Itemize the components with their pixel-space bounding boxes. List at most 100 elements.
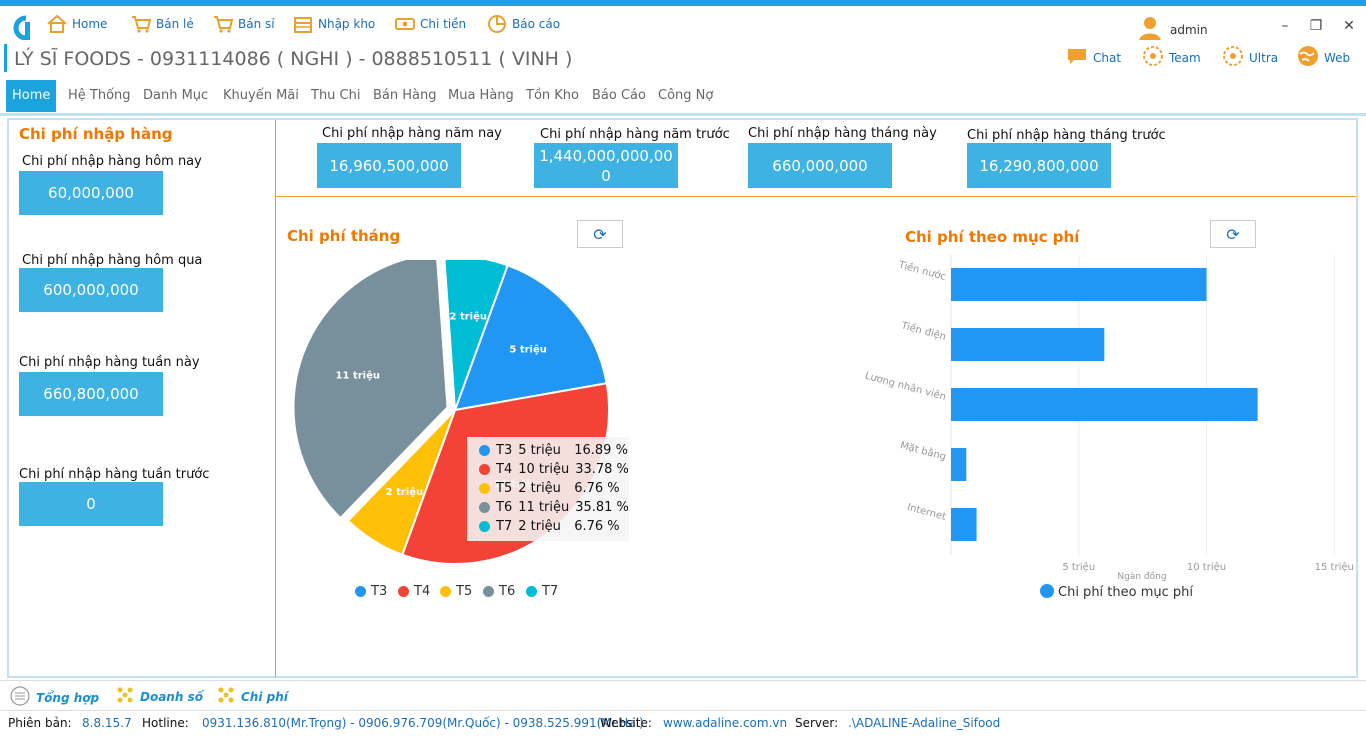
warehouse-icon — [292, 13, 314, 35]
minimize-icon: – — [1281, 18, 1289, 34]
tab-revenue[interactable]: Doanh số — [116, 686, 203, 707]
team-link[interactable]: Team — [1141, 44, 1201, 71]
legend-dot — [398, 586, 409, 597]
tooltip-dot — [479, 521, 490, 532]
close-icon: ✕ — [1343, 18, 1355, 34]
legend-dot — [355, 586, 366, 597]
bar-3[interactable] — [951, 388, 1258, 421]
restore-icon: ❐ — [1309, 18, 1323, 34]
menu-catalog[interactable]: Danh Mục — [143, 88, 209, 103]
bar-1[interactable] — [951, 268, 1207, 301]
card-value-last-year: 1,440,000,000,00 0 — [534, 143, 678, 188]
pie-tooltip: T3 5 triệu 16.89 % T4 10 triệu 33.78 % T5 2 t… — [467, 437, 629, 541]
toolbar-expense-button[interactable]: Chi tiền — [394, 12, 466, 36]
pie-slice-t5[interactable] — [346, 409, 456, 556]
menu-sales[interactable]: Bán Hàng — [373, 88, 437, 103]
menu-income-expense[interactable]: Thu Chi — [311, 88, 361, 103]
menu-debts[interactable]: Công Nợ — [658, 88, 714, 103]
minimize-button[interactable]: – — [1274, 16, 1296, 36]
tab-revenue-label: Doanh số — [140, 689, 203, 704]
chat-link[interactable]: Chat — [1065, 44, 1121, 71]
toolbar-home-button[interactable]: Home — [46, 12, 107, 36]
pie-legend-item-t6[interactable]: T6 — [483, 584, 515, 599]
menu-bar — [0, 78, 1366, 114]
tooltip-row-t7: T7 2 triệu 6.76 % — [479, 519, 620, 534]
pie-refresh-button[interactable]: ⟳ — [577, 220, 623, 248]
pie-chart-title: Chi phí tháng — [287, 227, 401, 245]
tooltip-name: T7 — [496, 519, 513, 534]
tooltip-percent: 16.89 % — [574, 443, 628, 458]
tab-summary[interactable]: Tổng hợp — [10, 686, 99, 709]
web-link[interactable]: Web — [1296, 44, 1350, 71]
x-axis-title: Ngàn đồng — [1117, 571, 1166, 582]
bar-legend-dot — [1040, 584, 1054, 598]
menu-home[interactable]: Home — [6, 80, 57, 112]
refresh-icon: ⟳ — [1226, 224, 1240, 244]
card-label-last-year: Chi phí nhập hàng năm trước — [540, 127, 730, 142]
website-link[interactable]: www.adaline.com.vn — [663, 716, 788, 730]
x-tick-label: 5 triệu — [1062, 561, 1095, 573]
tooltip-percent: 6.76 % — [574, 519, 620, 534]
toolbar-retail-button[interactable]: Bán lẻ — [130, 12, 194, 36]
menu-purchase[interactable]: Mua Hàng — [448, 88, 514, 103]
pie-slice-t3[interactable] — [453, 264, 608, 412]
bar-2[interactable] — [951, 328, 1105, 361]
menu-inventory[interactable]: Tồn Kho — [526, 88, 579, 103]
legend-label: T5 — [456, 584, 473, 599]
pie-legend-item-t4[interactable]: T4 — [398, 584, 430, 599]
menu-promotion[interactable]: Khuyến Mãi — [223, 88, 299, 103]
pie-legend-item-t7[interactable]: T7 — [526, 584, 558, 599]
menu-underline — [0, 113, 1366, 116]
pie-slice-t7[interactable] — [443, 260, 509, 411]
server-label: Server: — [795, 716, 839, 730]
chat-label: Chat — [1093, 50, 1122, 65]
version-label: Phiên bản: — [8, 716, 72, 730]
pie-data-label: 11 triệu — [336, 370, 380, 382]
house-icon — [46, 13, 68, 35]
pie-slice-t6[interactable] — [292, 260, 449, 520]
pie-data-label: 2 triệu — [450, 310, 487, 322]
app-logo-icon — [13, 15, 30, 41]
legend-label: T4 — [414, 584, 431, 599]
tab-expense[interactable]: Chi phí — [217, 686, 288, 707]
toolbar-report-button[interactable]: Báo cáo — [486, 12, 560, 36]
list-icon — [10, 686, 30, 709]
money-icon — [394, 13, 416, 35]
ultra-link[interactable]: Ultra — [1221, 44, 1278, 71]
card-value-last-year-line1: 1,440,000,000,00 — [539, 146, 673, 165]
tooltip-amount: 11 triệu — [518, 500, 570, 515]
grid-icon — [217, 686, 235, 707]
team-label: Team — [1169, 50, 1201, 65]
pie-data-label: 2 triệu — [386, 486, 423, 498]
app-title: LÝ SĨ FOODS - 0931114086 ( NGHI ) - 0888… — [14, 48, 573, 70]
close-button[interactable]: ✕ — [1338, 16, 1360, 36]
toolbar-wholesale-button[interactable]: Bán sỉ — [212, 12, 275, 36]
ultra-label: Ultra — [1249, 50, 1279, 65]
card-label-this-year: Chi phí nhập hàng năm nay — [322, 126, 502, 141]
card-value-today: 60,000,000 — [19, 171, 163, 215]
menu-system[interactable]: Hệ Thống — [68, 88, 131, 103]
hotline-label: Hotline: — [142, 716, 189, 730]
card-label-this-week: Chi phí nhập hàng tuần này — [19, 355, 200, 370]
bar-refresh-button[interactable]: ⟳ — [1210, 220, 1256, 248]
restore-button[interactable]: ❐ — [1305, 16, 1327, 36]
bar-5[interactable] — [951, 508, 977, 541]
toolbar-import-label: Nhập kho — [318, 17, 376, 31]
toolbar-import-button[interactable]: Nhập kho — [292, 12, 375, 36]
bar-legend-label[interactable]: Chi phí theo mục phí — [1058, 585, 1193, 600]
user-menu[interactable]: admin — [1136, 14, 1208, 45]
bar-4[interactable] — [951, 448, 967, 481]
status-bar — [0, 710, 1366, 739]
bar-category-label: Mặt bằng — [899, 438, 948, 463]
menu-reports[interactable]: Báo Cáo — [592, 88, 646, 103]
pie-legend-item-t3[interactable]: T3 — [355, 584, 387, 599]
tab-expense-label: Chi phí — [241, 689, 288, 704]
card-value-last-year-line2: 0 — [601, 166, 611, 185]
globe-icon — [1296, 44, 1320, 71]
x-tick-label: 10 triệu — [1187, 561, 1226, 573]
pie-legend-item-t5[interactable]: T5 — [440, 584, 472, 599]
toolbar-home-label: Home — [72, 17, 108, 31]
bar-chart: Tiền nước Tiền điện Lương nhân viên Mặt bằn… — [864, 255, 1354, 600]
tooltip-name: T5 — [496, 481, 513, 496]
web-label: Web — [1324, 50, 1351, 65]
